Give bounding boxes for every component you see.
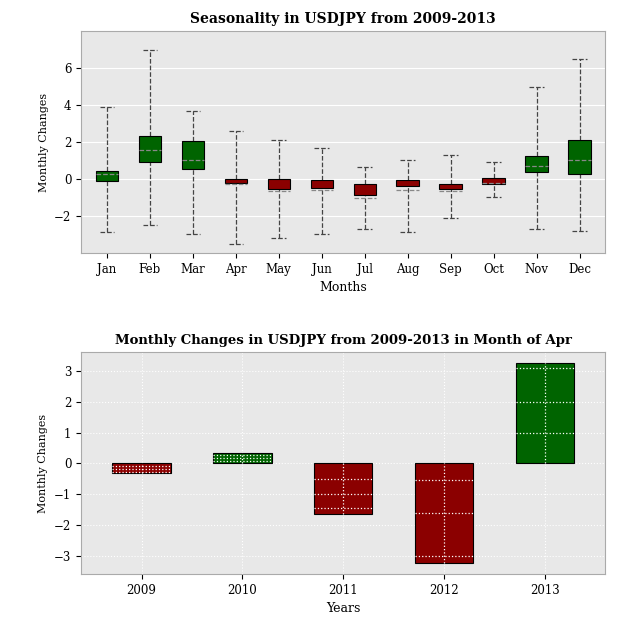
X-axis label: Years: Years xyxy=(326,602,361,615)
Bar xyxy=(95,171,118,181)
Title: Seasonality in USDJPY from 2009-2013: Seasonality in USDJPY from 2009-2013 xyxy=(190,12,496,26)
Bar xyxy=(311,180,333,188)
Bar xyxy=(112,463,171,473)
Y-axis label: Monthly Changes: Monthly Changes xyxy=(39,414,49,513)
Bar xyxy=(225,178,247,183)
Bar xyxy=(182,141,204,168)
Title: Monthly Changes in USDJPY from 2009-2013 in Month of Apr: Monthly Changes in USDJPY from 2009-2013… xyxy=(115,334,572,347)
Bar xyxy=(482,178,505,184)
X-axis label: Months: Months xyxy=(319,281,367,294)
Bar xyxy=(314,463,373,514)
Bar xyxy=(525,157,548,172)
Bar xyxy=(396,180,419,187)
Bar xyxy=(354,184,376,195)
Bar xyxy=(139,135,161,162)
Bar xyxy=(515,363,574,463)
Bar xyxy=(213,452,271,463)
Y-axis label: Monthly Changes: Monthly Changes xyxy=(39,92,49,192)
Bar xyxy=(568,140,591,174)
Bar xyxy=(415,463,473,563)
Bar xyxy=(439,184,462,188)
Bar xyxy=(268,178,290,189)
